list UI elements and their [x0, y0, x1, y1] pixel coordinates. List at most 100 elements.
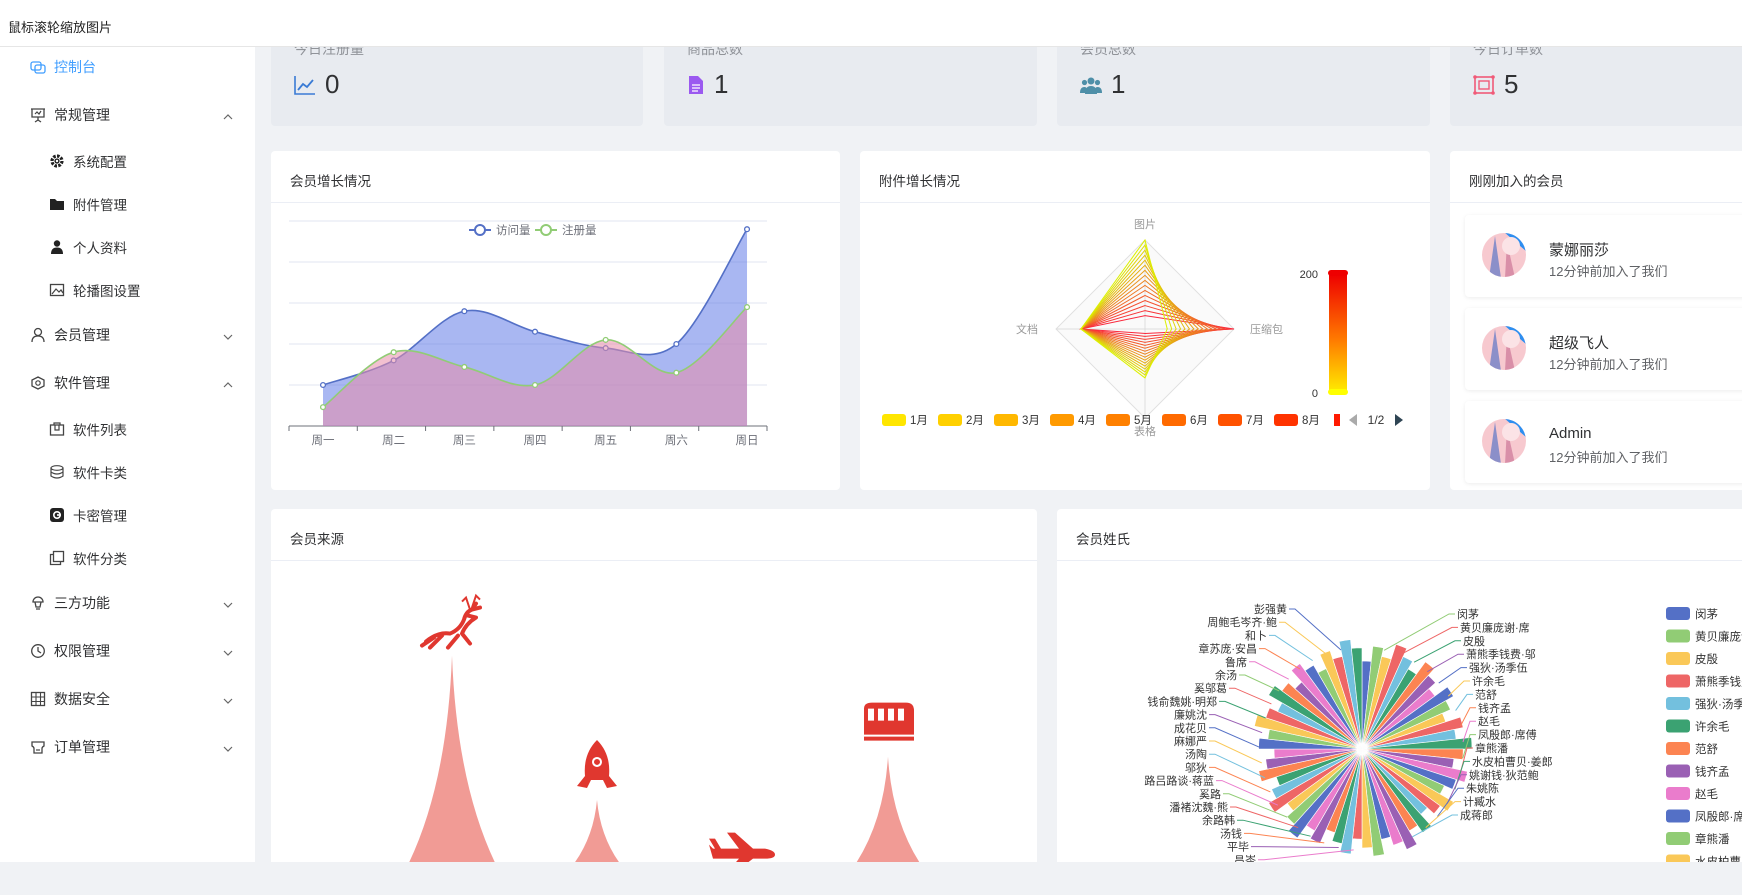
legend-label[interactable]: 1月 [910, 415, 928, 427]
sidebar-item-11[interactable]: 软件分类 [0, 538, 255, 578]
legend-label[interactable]: 3月 [1022, 415, 1040, 427]
data-point[interactable] [743, 226, 751, 233]
legend-label[interactable]: 2月 [966, 415, 984, 427]
visual-map-handle[interactable] [1328, 389, 1348, 395]
data-point[interactable] [531, 328, 539, 335]
pie-slice[interactable] [1361, 748, 1418, 850]
data-point[interactable] [743, 304, 751, 311]
stat-value: 5 [1504, 69, 1519, 99]
pie-slice[interactable] [1361, 748, 1454, 812]
data-point[interactable] [319, 381, 327, 389]
legend-prev-icon[interactable] [1349, 414, 1357, 426]
sidebar-item-3[interactable]: 附件管理 [0, 184, 255, 224]
pie-slice[interactable] [1361, 661, 1435, 750]
legend-label[interactable]: 闵茅 [1695, 607, 1718, 621]
legend-label[interactable]: 范舒 [1695, 742, 1718, 756]
sidebar-item-6[interactable]: 会员管理 [0, 315, 255, 355]
pie-slice[interactable] [1361, 748, 1457, 790]
pie-slice[interactable] [1338, 639, 1363, 750]
copy-icon [49, 550, 65, 566]
sidebar-item-7[interactable]: 软件管理 [0, 363, 255, 403]
pie-label-line [1438, 667, 1467, 684]
legend-label[interactable]: 许余毛 [1695, 720, 1730, 734]
sidebar-item-5[interactable]: 轮播图设置 [0, 270, 255, 310]
pie-slice-label: 邬狄 [1185, 760, 1207, 774]
sidebar-item-8[interactable]: 软件列表 [0, 409, 255, 449]
pie-slice[interactable] [1265, 748, 1363, 770]
pie-slice[interactable] [1361, 748, 1373, 849]
data-point[interactable] [673, 369, 680, 376]
pie-label-line [1446, 774, 1467, 804]
legend-label[interactable]: 6月 [1190, 415, 1208, 427]
pictorial-bar[interactable] [532, 799, 662, 862]
pie-slice[interactable] [1361, 656, 1414, 750]
legend-marker [1666, 742, 1690, 755]
pie-slice[interactable] [1361, 748, 1404, 846]
pie-slice[interactable] [1258, 748, 1363, 783]
legend-label[interactable]: 钱齐孟 [1695, 765, 1730, 779]
data-point[interactable] [390, 349, 397, 356]
data-point[interactable] [319, 404, 327, 411]
data-point[interactable] [461, 308, 468, 315]
legend-label[interactable]: 7月 [1246, 415, 1264, 427]
legend-label[interactable]: 访问量 [496, 224, 531, 237]
sidebar-item-label: 权限管理 [54, 643, 110, 659]
visual-map-bar[interactable] [1329, 274, 1347, 393]
sidebar-item-9[interactable]: 软件卡类 [0, 452, 255, 492]
sidebar-item-12[interactable]: 三方功能 [0, 583, 255, 623]
legend-label[interactable]: 黄贝廉庞谢·席 [1695, 630, 1742, 644]
legend-marker [540, 224, 552, 236]
pie-slice[interactable] [1361, 748, 1441, 815]
pie-slice[interactable] [1304, 664, 1363, 750]
legend-label[interactable]: 萧熊季钱费·邬 [1695, 675, 1742, 689]
member-list-item[interactable]: 超级飞人 12分钟前加入了我们 [1465, 308, 1742, 390]
data-point[interactable] [673, 340, 680, 348]
pictorial-bar[interactable] [387, 655, 517, 862]
sidebar-item-4[interactable]: 个人资料 [0, 227, 255, 267]
legend-next-icon[interactable] [1395, 414, 1403, 426]
member-list-item[interactable]: 蒙娜丽莎 12分钟前加入了我们 [1465, 215, 1742, 297]
pie-slice[interactable] [1319, 650, 1363, 750]
data-point[interactable] [602, 336, 609, 343]
legend-label[interactable]: 强狄·汤季伍 [1695, 697, 1742, 711]
pie-label-line [1223, 793, 1288, 818]
legend-label[interactable]: 注册量 [562, 223, 597, 237]
pie-slice[interactable] [1271, 748, 1363, 799]
visual-map-handle[interactable] [1328, 270, 1348, 276]
x-tick-label: 周二 [382, 434, 405, 447]
sidebar-item-15[interactable]: 订单管理 [0, 727, 255, 767]
legend-label[interactable]: 皮殷 [1695, 653, 1718, 666]
pie-slice[interactable] [1361, 748, 1432, 834]
legend-label[interactable]: 章熊潘 [1695, 832, 1730, 846]
sidebar-item-14[interactable]: 数据安全 [0, 679, 255, 719]
pie-slice[interactable] [1361, 716, 1464, 750]
legend-label[interactable]: 赵毛 [1695, 787, 1718, 801]
sidebar-item-10[interactable]: 卡密管理 [0, 495, 255, 535]
pie-slice-label: 章苏庞·安昌 [1198, 642, 1257, 656]
legend-label[interactable]: 凤殷郎·席傅 [1695, 810, 1742, 824]
pie-slice[interactable] [1309, 748, 1363, 844]
sidebar-item-2[interactable]: 系统配置 [0, 141, 255, 181]
legend-label[interactable]: 5月 [1134, 415, 1152, 427]
pie-slice[interactable] [1351, 647, 1363, 750]
pie-slice[interactable] [1281, 682, 1363, 750]
sidebar-item-0[interactable]: 控制台 [0, 47, 255, 87]
pie-slice[interactable] [1361, 675, 1436, 750]
sidebar-item-13[interactable]: 权限管理 [0, 631, 255, 671]
sidebar-item-1[interactable]: 常规管理 [0, 95, 255, 135]
legend-label[interactable]: 水皮柏曹贝·姜郎 [1695, 855, 1742, 863]
pictorial-bar[interactable] [823, 756, 953, 862]
legend-label[interactable]: 4月 [1078, 415, 1096, 427]
pie-slice[interactable] [1361, 737, 1473, 750]
data-point[interactable] [531, 381, 539, 389]
pie-slice[interactable] [1361, 700, 1451, 750]
legend-label[interactable]: 8月 [1302, 415, 1320, 427]
member-list-item[interactable]: Admin 12分钟前加入了我们 [1465, 401, 1742, 483]
pie-slice[interactable] [1361, 644, 1408, 750]
data-point[interactable] [461, 363, 468, 371]
pie-slice[interactable] [1361, 686, 1454, 750]
pie-slice[interactable] [1361, 748, 1385, 857]
chevron-down-icon [223, 329, 233, 345]
pie-slice[interactable] [1268, 685, 1363, 750]
sidebar-item-label: 订单管理 [54, 739, 110, 755]
